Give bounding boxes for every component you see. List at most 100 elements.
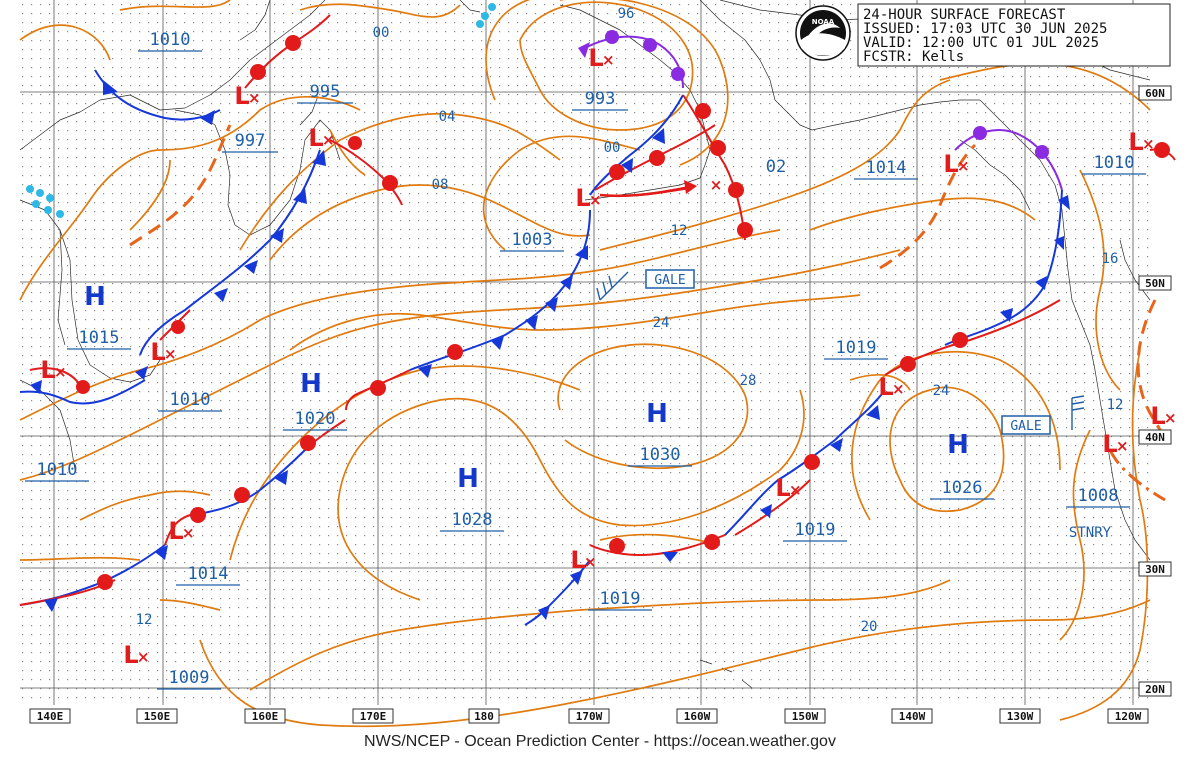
longitude-label: 150E	[144, 710, 171, 723]
longitude-label: 170E	[360, 710, 387, 723]
high-pressure-value: 1026	[942, 478, 983, 498]
forecast-title: 24-HOUR SURFACE FORECAST	[863, 7, 1066, 23]
precipitation-dots	[26, 3, 496, 218]
longitude-label: 180	[474, 710, 494, 723]
latitude-label: 60N	[1145, 87, 1165, 100]
low-pressure-value: 1010	[37, 460, 78, 480]
low-pressure-value: 993	[585, 89, 616, 109]
forecast-header: 24-HOUR SURFACE FORECAST ISSUED: 17:03 U…	[857, 3, 1171, 67]
pressure-label: 1010	[150, 30, 191, 50]
latitude-label: 50N	[1145, 277, 1165, 290]
low-pressure-value: 1008	[1078, 486, 1119, 506]
low-symbol: L	[308, 124, 323, 152]
high-pressure-value: 1028	[452, 510, 493, 530]
high-symbol: H	[947, 430, 969, 460]
low-pressure-value: 1009	[169, 668, 210, 688]
isobar-label: 16	[1102, 251, 1119, 267]
isobar-label: 00	[604, 140, 621, 156]
isobar-labels: 00 96 04 08 00 02 12 24 28 24 16 12 12 2…	[136, 6, 1124, 635]
high-pressure-value: 1020	[295, 409, 336, 429]
high-symbol: H	[300, 369, 322, 399]
low-pressure-value: 1019	[600, 589, 641, 609]
svg-text:×: ×	[710, 176, 723, 194]
troughs	[129, 124, 1166, 502]
low-symbol: L	[1102, 430, 1117, 458]
forecaster: FCSTR: Kells	[863, 49, 964, 65]
svg-text:×: ×	[1142, 135, 1155, 153]
longitude-label: 130W	[1007, 710, 1034, 723]
isobar-label: 02	[766, 157, 786, 177]
noaa-logo-text: NOAA	[812, 18, 835, 26]
latitude-label: 30N	[1145, 563, 1165, 576]
longitude-label: 160W	[684, 710, 711, 723]
longitude-label: 150W	[792, 710, 819, 723]
stationary-front-label: STNRY	[1069, 525, 1112, 541]
isobar-label: 12	[671, 223, 688, 239]
svg-text:×: ×	[322, 131, 335, 149]
svg-text:×: ×	[164, 345, 177, 363]
latitude-labels: 60N 50N 40N 30N 20N	[1138, 85, 1172, 697]
graticule	[20, 0, 1152, 705]
svg-text:×: ×	[1116, 437, 1129, 455]
svg-text:L: L	[1150, 402, 1165, 430]
low-symbol: L	[168, 517, 183, 545]
low-symbol: L	[150, 338, 165, 366]
gale-warnings: GALE GALE	[645, 269, 1051, 435]
low-pressure-value: 1010	[1094, 153, 1135, 173]
longitude-label: 140W	[899, 710, 926, 723]
low-symbol: L	[234, 82, 249, 110]
isobar-label: 96	[618, 6, 635, 22]
low-symbol: L	[123, 641, 138, 669]
low-pressure-value: 1003	[512, 230, 553, 250]
isobar-label: 12	[1107, 397, 1124, 413]
low-symbol: L	[570, 546, 585, 574]
low-pressure-value: 1019	[795, 520, 836, 540]
low-pressure-value: 997	[235, 131, 266, 151]
isobar-label: 12	[136, 612, 153, 628]
isobar-label: 24	[933, 383, 950, 399]
svg-text:×: ×	[54, 363, 67, 381]
valid-time: VALID: 12:00 UTC 01 JUL 2025	[863, 35, 1099, 51]
gale-warning-label: GALE	[654, 273, 685, 288]
low-pressure-value: 1014	[188, 564, 229, 584]
svg-text:×: ×	[584, 553, 597, 571]
svg-text:×: ×	[892, 380, 905, 398]
longitude-label: 140E	[37, 710, 64, 723]
longitude-label: 120W	[1115, 710, 1142, 723]
low-pressure-centers: L × 997 L × 995 L × 993 L × 1003 L × 101…	[25, 44, 1177, 690]
low-symbol: L	[878, 373, 893, 401]
isobar-label: 00	[373, 25, 390, 41]
wind-barbs	[596, 271, 1085, 430]
svg-text:×: ×	[248, 89, 261, 107]
other-pressure-labels: 1010	[138, 30, 202, 52]
high-symbol: H	[646, 399, 668, 429]
high-pressure-value: 1030	[640, 445, 681, 465]
svg-text:×: ×	[1164, 409, 1177, 427]
low-pressure-value: 1014	[866, 158, 907, 178]
svg-text:×: ×	[182, 524, 195, 542]
latitude-label: 40N	[1145, 431, 1165, 444]
storm-track-arrow	[599, 180, 697, 198]
svg-text:×: ×	[789, 481, 802, 499]
svg-text:×: ×	[589, 191, 602, 209]
low-symbol: L	[943, 150, 958, 178]
longitude-labels: 140E 150E 160E 170E 180 170W 160W 150W 1…	[29, 708, 1149, 724]
latitude-label: 20N	[1145, 683, 1165, 696]
low-pressure-value: 995	[310, 82, 341, 102]
high-symbol: H	[84, 282, 106, 312]
low-symbol: L	[775, 474, 790, 502]
front-symbols	[30, 30, 1170, 620]
low-symbol: L	[588, 44, 603, 72]
high-symbol: H	[457, 464, 479, 494]
low-pressure-value: 1019	[836, 338, 877, 358]
longitude-label: 170W	[576, 710, 603, 723]
svg-text:×: ×	[957, 157, 970, 175]
issued-time: ISSUED: 17:03 UTC 30 JUN 2025	[863, 21, 1107, 37]
low-pressure-value: 1010	[170, 390, 211, 410]
low-symbol: L	[40, 356, 55, 384]
isobar-label: 24	[653, 315, 670, 331]
isobar-label: 20	[861, 619, 878, 635]
low-symbol: L	[575, 184, 590, 212]
high-pressure-centers: H 1015 H 1020 H 1028 H 1030 H 1026	[67, 282, 994, 532]
